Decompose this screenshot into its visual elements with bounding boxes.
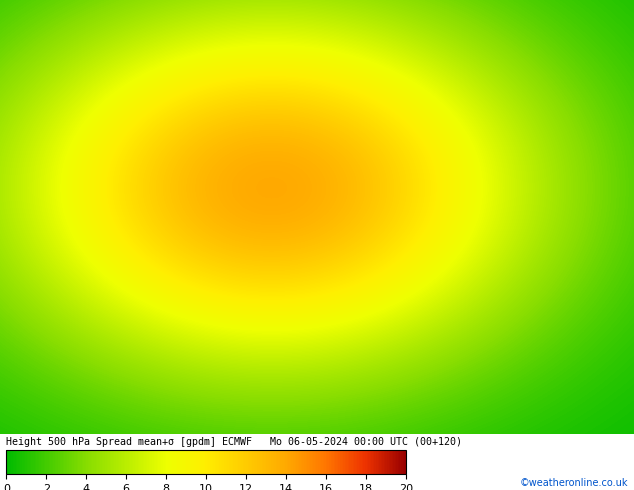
Text: ©weatheronline.co.uk: ©weatheronline.co.uk: [519, 478, 628, 488]
Text: Height 500 hPa Spread mean+σ [gpdm] ECMWF   Mo 06-05-2024 00:00 UTC (00+120): Height 500 hPa Spread mean+σ [gpdm] ECMW…: [6, 437, 462, 447]
